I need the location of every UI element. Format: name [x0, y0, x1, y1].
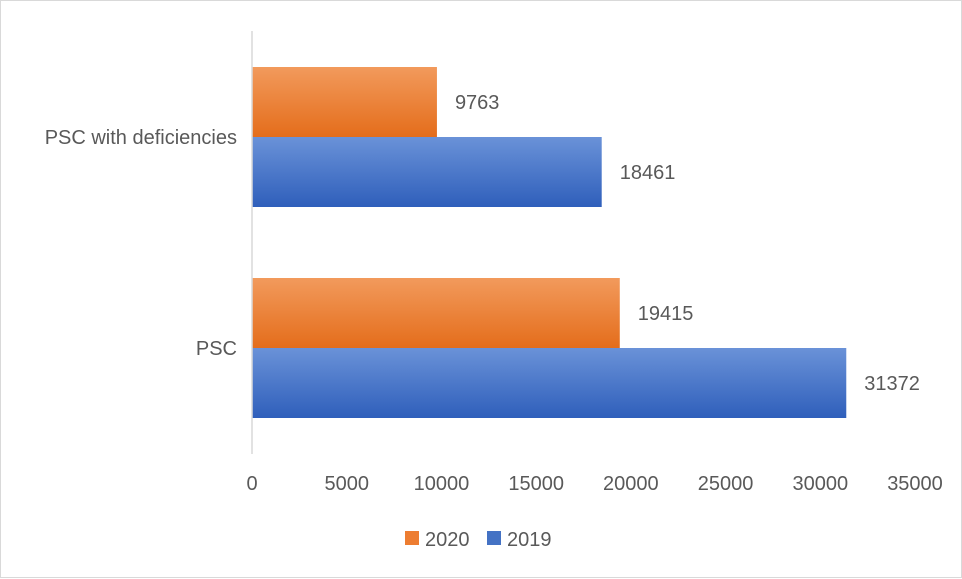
x-tick-label: 25000	[698, 473, 754, 495]
data-label: 31372	[864, 373, 920, 395]
legend-swatch-2020	[405, 531, 419, 545]
data-label: 18461	[620, 162, 676, 184]
x-tick-label: 0	[246, 473, 257, 495]
x-tick-label: 35000	[887, 473, 943, 495]
legend-label-2019: 2019	[507, 529, 552, 551]
category-label: PSC with deficiencies	[45, 127, 237, 149]
legend: 2020 2019	[405, 529, 552, 551]
bar-2020-psc-with-deficiencies	[252, 67, 437, 137]
legend-label-2020: 2020	[425, 529, 470, 551]
data-label: 19415	[638, 303, 694, 325]
x-tick-label: 30000	[792, 473, 848, 495]
bar-2019-psc	[252, 348, 847, 418]
x-tick-label: 20000	[603, 473, 659, 495]
category-label: PSC	[196, 338, 237, 360]
x-tick-label: 10000	[414, 473, 470, 495]
bar-2020-psc	[252, 278, 620, 348]
x-tick-label: 5000	[324, 473, 369, 495]
bar-2019-psc-with-deficiencies	[252, 137, 602, 207]
bars-layer	[252, 67, 847, 418]
labels-layer: 19415 31372 PSC 9763 18461 PSC with deficienc…	[45, 92, 943, 495]
x-tick-label: 15000	[508, 473, 564, 495]
data-label: 9763	[455, 92, 500, 114]
legend-swatch-2019	[487, 531, 501, 545]
